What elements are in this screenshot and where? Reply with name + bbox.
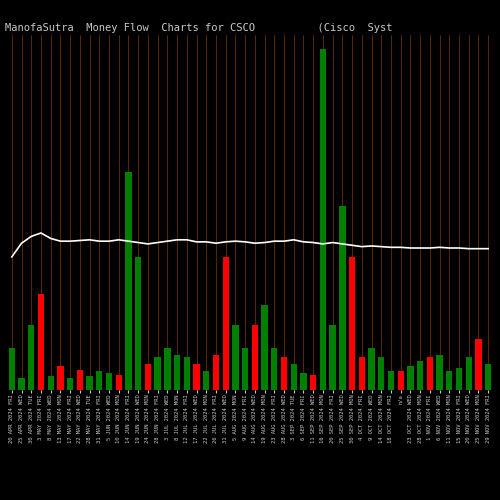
Bar	[96, 371, 102, 390]
Bar	[18, 378, 24, 390]
Bar	[281, 357, 287, 390]
Bar	[368, 348, 374, 390]
Bar	[310, 375, 316, 390]
Bar	[262, 304, 268, 390]
Bar	[67, 378, 73, 390]
Bar	[154, 357, 161, 390]
Bar	[290, 364, 297, 390]
Bar	[378, 357, 384, 390]
Bar	[476, 339, 482, 390]
Bar	[466, 357, 472, 390]
Bar	[252, 325, 258, 390]
Bar	[232, 325, 238, 390]
Bar	[388, 371, 394, 390]
Bar	[242, 348, 248, 390]
Bar	[349, 257, 355, 390]
Bar	[116, 375, 122, 390]
Bar	[8, 348, 15, 390]
Bar	[174, 354, 180, 390]
Bar	[38, 294, 44, 390]
Bar	[426, 357, 433, 390]
Bar	[358, 357, 365, 390]
Bar	[436, 354, 442, 390]
Bar	[203, 371, 209, 390]
Bar	[408, 366, 414, 390]
Bar	[194, 364, 200, 390]
Bar	[271, 348, 278, 390]
Bar	[106, 373, 112, 390]
Bar	[339, 206, 345, 390]
Bar	[213, 354, 219, 390]
Bar	[398, 371, 404, 390]
Bar	[300, 373, 306, 390]
Bar	[485, 364, 492, 390]
Bar	[48, 376, 54, 390]
Bar	[446, 371, 452, 390]
Bar	[28, 325, 34, 390]
Text: ManofaSutra  Money Flow  Charts for CSCO          (Cisco  Syst: ManofaSutra Money Flow Charts for CSCO (…	[5, 23, 392, 33]
Bar	[164, 348, 170, 390]
Bar	[126, 172, 132, 390]
Bar	[135, 257, 141, 390]
Bar	[417, 362, 424, 390]
Bar	[76, 370, 83, 390]
Bar	[456, 368, 462, 390]
Bar	[86, 376, 92, 390]
Bar	[320, 48, 326, 390]
Bar	[58, 366, 64, 390]
Bar	[184, 357, 190, 390]
Bar	[222, 257, 229, 390]
Bar	[145, 364, 151, 390]
Bar	[330, 325, 336, 390]
